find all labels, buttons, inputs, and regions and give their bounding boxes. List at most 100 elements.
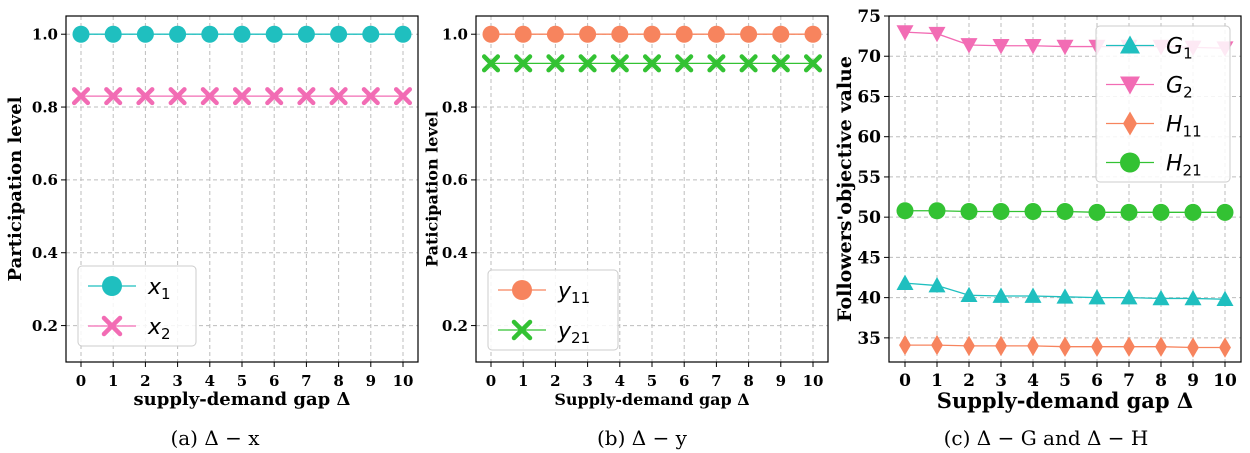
data-point	[1123, 336, 1135, 357]
data-point	[707, 54, 726, 73]
data-point	[169, 25, 187, 43]
x-tick-label: 10	[1213, 371, 1237, 391]
legend-item: x1	[88, 275, 171, 303]
x-axis-label: supply-demand gap Δ	[134, 389, 351, 410]
legend-item: y21	[498, 319, 590, 347]
y-axis-label: Followers'objective value	[834, 56, 856, 322]
legend-label: y11	[557, 279, 590, 307]
data-point	[1184, 203, 1202, 221]
data-point	[960, 286, 978, 303]
x-tick-label: 9	[366, 372, 376, 390]
data-point	[1155, 336, 1167, 357]
y-tick-label: 0.6	[442, 171, 468, 189]
y-axis-label: Paticipation level	[423, 111, 442, 267]
data-point	[643, 25, 661, 43]
x-axis-label: Supply-demand gap Δ	[554, 390, 749, 409]
legend-marker	[1120, 152, 1140, 173]
data-point	[578, 54, 597, 73]
data-point	[610, 54, 629, 73]
x-tick-label: 10	[803, 372, 824, 390]
data-point	[265, 25, 283, 43]
x-axis-label: Supply-demand gap Δ	[937, 388, 1193, 413]
data-point	[931, 334, 943, 356]
data-point	[1184, 289, 1202, 306]
legend-item: G2	[1106, 74, 1193, 102]
x-tick-label: 4	[1027, 371, 1039, 391]
y-tick-label: 65	[857, 87, 881, 107]
series-G1	[896, 274, 1234, 307]
data-point	[232, 87, 252, 106]
data-point	[1088, 289, 1106, 305]
x-tick-label: 3	[582, 372, 592, 390]
legend-item: H11	[1106, 111, 1202, 141]
data-point	[1187, 337, 1199, 358]
legend-item: G1	[1106, 35, 1193, 63]
data-point	[1152, 289, 1170, 306]
data-point	[1024, 203, 1042, 221]
legend-marker	[1123, 111, 1137, 136]
y-tick-label: 0.8	[442, 98, 468, 116]
data-point	[896, 202, 914, 220]
y-tick-label: 75	[857, 7, 881, 27]
x-tick-label: 0	[486, 372, 496, 390]
legend-label: G2	[1166, 74, 1193, 102]
data-point	[361, 87, 380, 106]
x-tick-label: 5	[237, 372, 247, 390]
data-point	[803, 54, 823, 73]
data-point	[1088, 203, 1106, 221]
legend-label: y21	[557, 319, 590, 347]
x-tick-label: 8	[1155, 371, 1167, 391]
series-x1	[72, 25, 412, 43]
x-tick-label: 3	[172, 372, 182, 390]
x-tick-label: 6	[679, 372, 689, 390]
legend: G1 G2 H11 H21	[1095, 25, 1231, 183]
y-tick-label: 0.2	[32, 317, 58, 335]
y-tick-label: 0.8	[32, 98, 58, 116]
data-point	[1219, 337, 1231, 358]
data-point	[1027, 335, 1039, 357]
data-point	[136, 87, 155, 106]
data-point	[200, 87, 219, 106]
x-tick-label: 6	[1091, 371, 1103, 391]
legend-label: H21	[1166, 152, 1202, 180]
data-point	[804, 25, 822, 43]
y-tick-label: 50	[857, 208, 881, 228]
data-point	[168, 87, 187, 106]
legend-marker	[101, 315, 123, 337]
data-point	[739, 54, 758, 73]
legend-marker	[511, 319, 533, 341]
x-tick-label: 1	[108, 372, 118, 390]
x-tick-label: 2	[550, 372, 560, 390]
legend-label: G1	[1166, 35, 1193, 63]
data-point	[546, 54, 565, 73]
data-point	[1091, 336, 1103, 357]
series-y21	[481, 54, 823, 73]
y-tick-label: 0.4	[442, 244, 468, 262]
data-point	[992, 38, 1010, 55]
y-tick-label: 60	[857, 128, 881, 148]
series-H11	[899, 334, 1231, 358]
x-tick-label: 8	[743, 372, 753, 390]
x-tick-label: 4	[205, 372, 215, 390]
x-tick-label: 6	[269, 372, 279, 390]
data-point	[1120, 203, 1138, 221]
legend-label: x2	[147, 315, 171, 343]
data-point	[995, 335, 1007, 357]
y-tick-label: 55	[857, 168, 881, 188]
data-point	[72, 25, 90, 43]
x-tick-label: 0	[76, 372, 86, 390]
x-tick-label: 7	[711, 372, 721, 390]
data-point	[579, 25, 597, 43]
data-point	[899, 334, 911, 356]
data-point	[992, 287, 1010, 303]
series-H21	[896, 202, 1234, 221]
data-point	[928, 26, 946, 43]
data-point	[233, 25, 251, 43]
data-point	[201, 25, 219, 43]
data-point	[960, 203, 978, 221]
data-point	[329, 87, 348, 106]
data-point	[265, 87, 284, 106]
data-point	[330, 25, 348, 43]
legend-item: y11	[498, 279, 590, 307]
